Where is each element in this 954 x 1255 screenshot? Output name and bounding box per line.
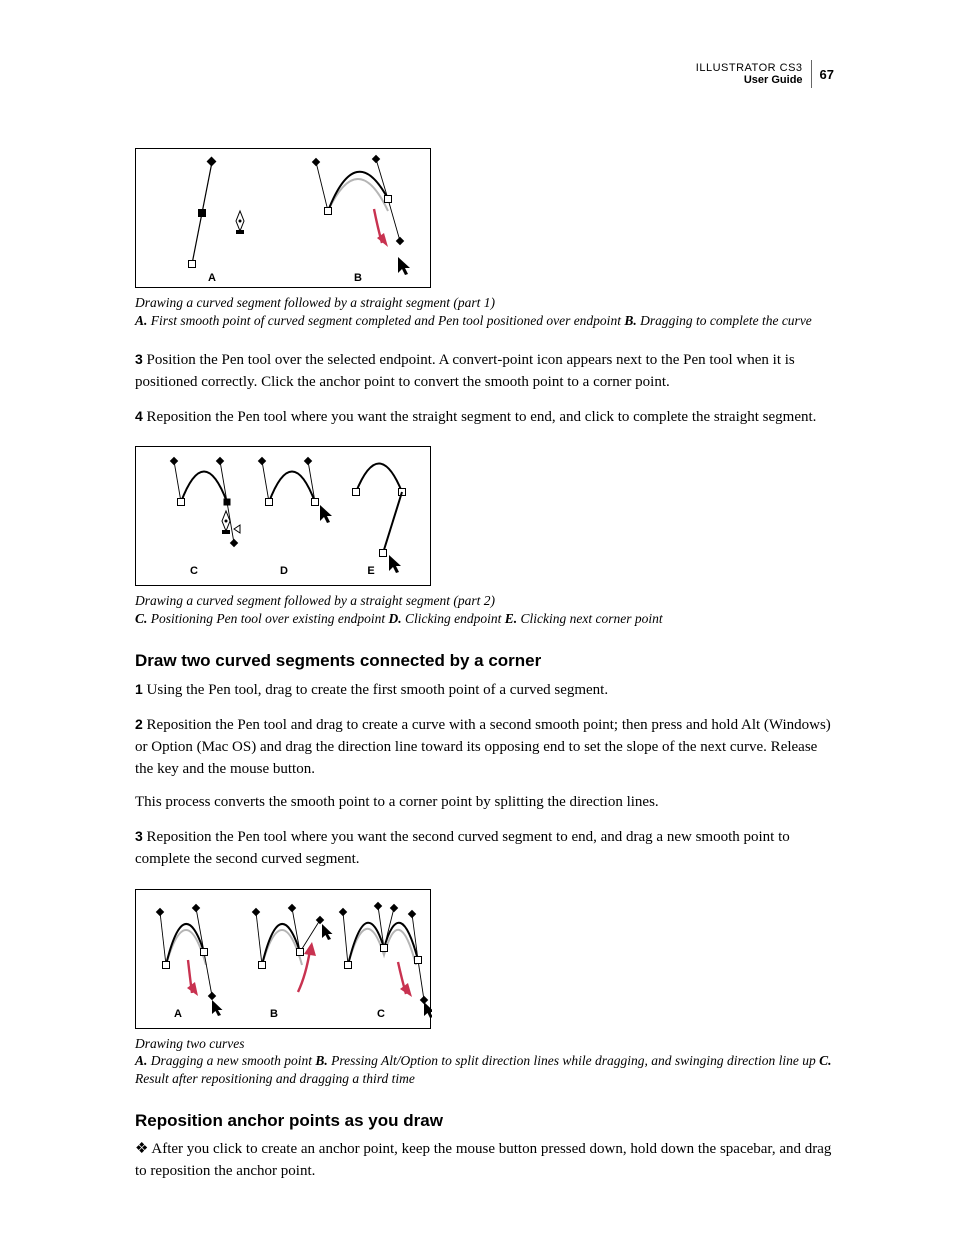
fig3-cap-b-b: B. [315, 1053, 327, 1068]
step-4-num: 4 [135, 408, 143, 424]
fig3-label-c: C [377, 1008, 385, 1020]
step-3-num: 3 [135, 351, 143, 367]
s2-body: This process converts the smooth point t… [135, 792, 834, 814]
figure-1-caption: Drawing a curved segment followed by a s… [135, 294, 834, 329]
fig3-cap-b: Pressing Alt/Option to split direction l… [328, 1053, 819, 1068]
fig2-cap-c-b: C. [135, 611, 147, 626]
header-divider [811, 60, 812, 88]
fig2-cap-d: Clicking endpoint [402, 611, 505, 626]
page-number: 67 [820, 67, 834, 82]
fig3-cap-title: Drawing two curves [135, 1036, 245, 1051]
fig1-cap-b-b: B. [624, 313, 636, 328]
figure-1: A B [135, 148, 431, 288]
s2-step-3: 3 Reposition the Pen tool where you want… [135, 826, 834, 871]
fig3-cap-c: Result after repositioning and dragging … [135, 1071, 415, 1086]
product-name: ILLUSTRATOR CS3 [696, 62, 803, 74]
page-header: ILLUSTRATOR CS3 User Guide 67 [135, 60, 834, 88]
s2-step-1-num: 1 [135, 681, 143, 697]
guide-label: User Guide [696, 74, 803, 86]
fig2-label-c: C [190, 565, 198, 577]
step-4: 4 Reposition the Pen tool where you want… [135, 406, 834, 429]
step-3: 3 Position the Pen tool over the selecte… [135, 349, 834, 394]
fig1-cap-a-b: A. [135, 313, 147, 328]
fig3-label-a: A [174, 1008, 182, 1020]
s2-step-3-text: Reposition the Pen tool where you want t… [135, 829, 790, 867]
fig3-cap-a: Dragging a new smooth point [147, 1053, 315, 1068]
fig3-label-b: B [270, 1008, 278, 1020]
fig2-cap-title: Drawing a curved segment followed by a s… [135, 593, 495, 608]
fig2-cap-e-b: E. [505, 611, 517, 626]
fig1-cap-b: Dragging to complete the curve [637, 313, 812, 328]
figure-3-caption: Drawing two curves A. Dragging a new smo… [135, 1035, 834, 1088]
figure-2-caption: Drawing a curved segment followed by a s… [135, 592, 834, 627]
fig1-label-a: A [208, 272, 216, 284]
s2-step-2: 2 Reposition the Pen tool and drag to cr… [135, 714, 834, 780]
fig2-cap-c: Positioning Pen tool over existing endpo… [147, 611, 388, 626]
s2-step-2-num: 2 [135, 716, 143, 732]
fig3-cap-a-b: A. [135, 1053, 147, 1068]
figure-2: C D E [135, 446, 431, 586]
figure-2-svg: C D E [136, 447, 432, 587]
section-2-heading: Draw two curved segments connected by a … [135, 651, 834, 671]
fig1-cap-a: First smooth point of curved segment com… [147, 313, 624, 328]
s2-step-3-num: 3 [135, 828, 143, 844]
figure-1-svg: A B [136, 149, 432, 289]
s2-step-1-text: Using the Pen tool, drag to create the f… [143, 682, 608, 698]
s3-bullet: ❖ After you click to create an anchor po… [135, 1139, 834, 1183]
figure-3: A B C [135, 889, 431, 1029]
section-3-heading: Reposition anchor points as you draw [135, 1111, 834, 1131]
s2-step-2-text: Reposition the Pen tool and drag to crea… [135, 717, 831, 777]
s2-step-1: 1 Using the Pen tool, drag to create the… [135, 679, 834, 702]
fig1-cap-title: Drawing a curved segment followed by a s… [135, 295, 495, 310]
fig2-cap-e: Clicking next corner point [517, 611, 662, 626]
fig3-cap-c-b: C. [819, 1053, 831, 1068]
step-3-text: Position the Pen tool over the selected … [135, 352, 795, 390]
step-4-text: Reposition the Pen tool where you want t… [143, 409, 817, 425]
fig1-label-b: B [354, 272, 362, 284]
fig2-label-d: D [280, 565, 288, 577]
fig2-cap-d-b: D. [388, 611, 401, 626]
figure-3-svg: A B C [136, 890, 432, 1030]
fig2-label-e: E [367, 565, 374, 577]
